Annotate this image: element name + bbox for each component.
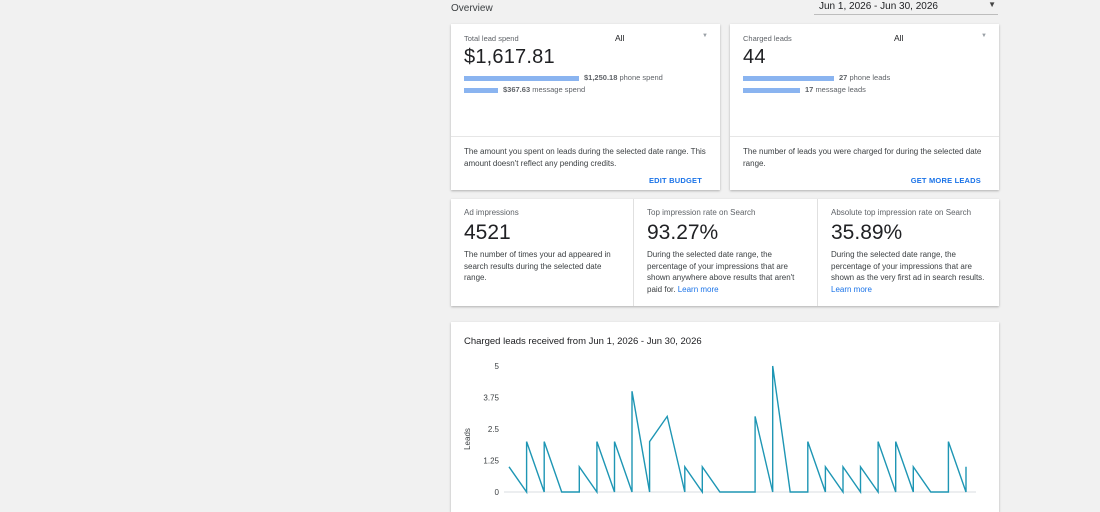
message-leads-label: message leads	[815, 85, 866, 94]
absolute-top-impression-rate-description: During the selected date range, the perc…	[831, 249, 993, 295]
lead-spend-label: Total lead spend	[464, 34, 519, 43]
charged-leads-card: Charged leads All ▼ 44 27 phone leads 17…	[730, 24, 999, 190]
y-tick-label: 5	[495, 362, 500, 371]
learn-more-link[interactable]: Learn more	[677, 284, 719, 294]
charged-leads-description: The number of leads you were charged for…	[743, 147, 982, 168]
phone-spend-label: phone spend	[619, 73, 663, 82]
phone-leads-row: 27 phone leads	[743, 73, 890, 83]
charged-leads-filter[interactable]: All	[894, 33, 904, 43]
card-divider	[451, 136, 720, 137]
message-spend-label: message spend	[532, 85, 586, 94]
ad-impressions-description: The number of times your ad appeared in …	[464, 250, 611, 282]
filter-dropdown-icon[interactable]: ▼	[981, 33, 987, 39]
card-divider	[730, 136, 999, 137]
absolute-top-impression-rate-label: Absolute top impression rate on Search	[831, 208, 972, 217]
absolute-top-impression-rate-stat: Absolute top impression rate on Search 3…	[817, 199, 1000, 306]
phone-spend-bar	[464, 75, 579, 81]
phone-leads-bar	[743, 75, 834, 81]
charged-leads-label: Charged leads	[743, 34, 792, 43]
message-spend-amount: $367.63	[503, 85, 531, 94]
message-spend-row: $367.63 message spend	[464, 85, 585, 95]
phone-leads-count: 27	[839, 73, 848, 82]
phone-leads-label: phone leads	[849, 73, 891, 82]
lead-spend-description: The amount you spent on leads during the…	[464, 147, 706, 168]
impression-stats-card: Ad impressions 4521 The number of times …	[451, 199, 999, 306]
message-leads-row: 17 message leads	[743, 85, 866, 95]
get-more-leads-button[interactable]: GET MORE LEADS	[910, 176, 981, 185]
top-impression-rate-label: Top impression rate on Search	[647, 208, 756, 217]
message-spend-bar	[464, 87, 498, 93]
overview-title: Overview	[451, 3, 493, 14]
charged-leads-line-chart: 5 3.75 2.5 1.25 0 Leads	[463, 362, 976, 497]
top-impression-rate-description: During the selected date range, the perc…	[647, 249, 809, 295]
ad-impressions-stat: Ad impressions 4521 The number of times …	[451, 199, 633, 306]
top-impression-rate-value: 93.27%	[647, 221, 719, 244]
absolute-top-impression-rate-value: 35.89%	[831, 221, 903, 244]
lead-spend-filter[interactable]: All	[615, 33, 625, 43]
filter-dropdown-icon[interactable]: ▼	[702, 33, 708, 39]
absolute-top-impression-rate-text: During the selected date range, the perc…	[831, 250, 985, 282]
leads-series-line	[508, 365, 967, 495]
charged-leads-value: 44	[743, 46, 766, 68]
top-impression-rate-stat: Top impression rate on Search 93.27% Dur…	[633, 199, 818, 306]
ad-impressions-label: Ad impressions	[464, 208, 519, 217]
message-leads-count: 17	[805, 85, 814, 94]
message-leads-bar	[743, 87, 800, 93]
y-tick-label: 2.5	[488, 425, 500, 434]
top-impression-rate-text: During the selected date range, the perc…	[647, 250, 795, 294]
lead-spend-value: $1,617.81	[464, 46, 555, 68]
charged-leads-chart-card: Charged leads received from Jun 1, 2026 …	[451, 322, 999, 512]
date-range-selector[interactable]: Jun 1, 2026 - Jun 30, 2026 ▼	[814, 0, 998, 15]
lead-spend-card: Total lead spend All ▼ $1,617.81 $1,250.…	[451, 24, 720, 190]
y-tick-label: 3.75	[483, 394, 499, 403]
date-range-text: Jun 1, 2026 - Jun 30, 2026	[819, 1, 938, 12]
ad-impressions-value: 4521	[464, 221, 511, 244]
edit-budget-button[interactable]: EDIT BUDGET	[648, 176, 702, 185]
dropdown-arrow-icon: ▼	[988, 0, 996, 9]
y-tick-label: 0	[495, 488, 500, 497]
chart-title: Charged leads received from Jun 1, 2026 …	[464, 336, 702, 347]
phone-spend-amount: $1,250.18	[584, 73, 618, 82]
learn-more-link[interactable]: Learn more	[831, 284, 872, 294]
phone-spend-row: $1,250.18 phone spend	[464, 73, 663, 83]
y-tick-label: 1.25	[483, 457, 499, 466]
y-axis-label: Leads	[463, 428, 472, 450]
